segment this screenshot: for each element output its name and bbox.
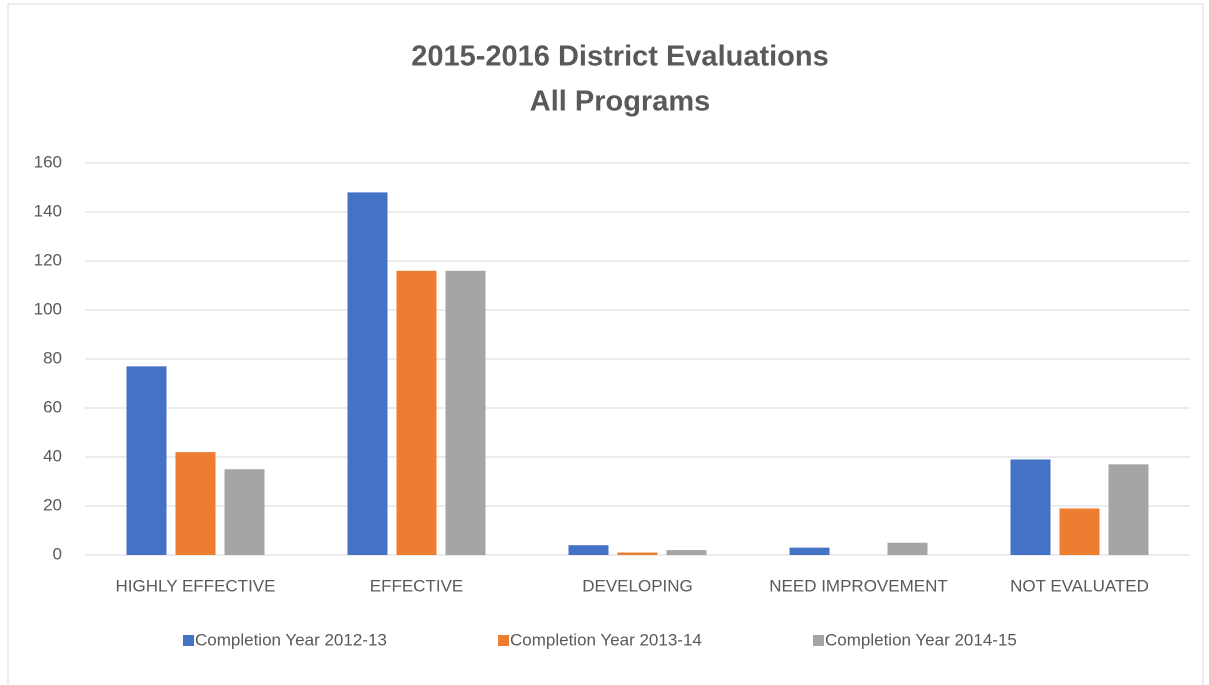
legend-swatch [498, 635, 509, 646]
legend-label: Completion Year 2013-14 [510, 630, 702, 649]
bar [887, 542, 928, 555]
bar [445, 270, 486, 555]
x-tick-label: HIGHLY EFFECTIVE [116, 576, 276, 595]
y-tick-label: 60 [43, 397, 62, 416]
bar [617, 552, 658, 555]
bar [1108, 464, 1149, 555]
y-tick-label: 20 [43, 495, 62, 514]
x-tick-label: NOT EVALUATED [1010, 576, 1149, 595]
y-tick-label: 0 [53, 544, 62, 563]
bar [175, 452, 216, 555]
y-tick-label: 140 [34, 201, 62, 220]
y-tick-label: 100 [34, 299, 62, 318]
x-tick-label: NEED IMPROVEMENT [769, 576, 948, 595]
bar [789, 547, 830, 555]
x-tick-label: DEVELOPING [582, 576, 693, 595]
chart-border [7, 3, 1204, 685]
x-tick-label: EFFECTIVE [370, 576, 464, 595]
y-tick-label: 160 [34, 152, 62, 171]
chart-title: All Programs [530, 86, 711, 118]
legend-label: Completion Year 2014-15 [825, 630, 1017, 649]
y-tick-label: 80 [43, 348, 62, 367]
bar [1059, 508, 1100, 555]
legend-swatch [183, 635, 194, 646]
bar [568, 545, 609, 555]
bar [224, 469, 265, 555]
y-tick-label: 40 [43, 446, 62, 465]
bar [1010, 459, 1051, 555]
bar [347, 192, 388, 555]
bar [396, 270, 437, 555]
chart-title: 2015-2016 District Evaluations [411, 41, 828, 73]
bar [126, 366, 167, 555]
y-tick-label: 120 [34, 250, 62, 269]
legend-label: Completion Year 2012-13 [195, 630, 387, 649]
bar [666, 550, 707, 555]
legend-swatch [813, 635, 824, 646]
